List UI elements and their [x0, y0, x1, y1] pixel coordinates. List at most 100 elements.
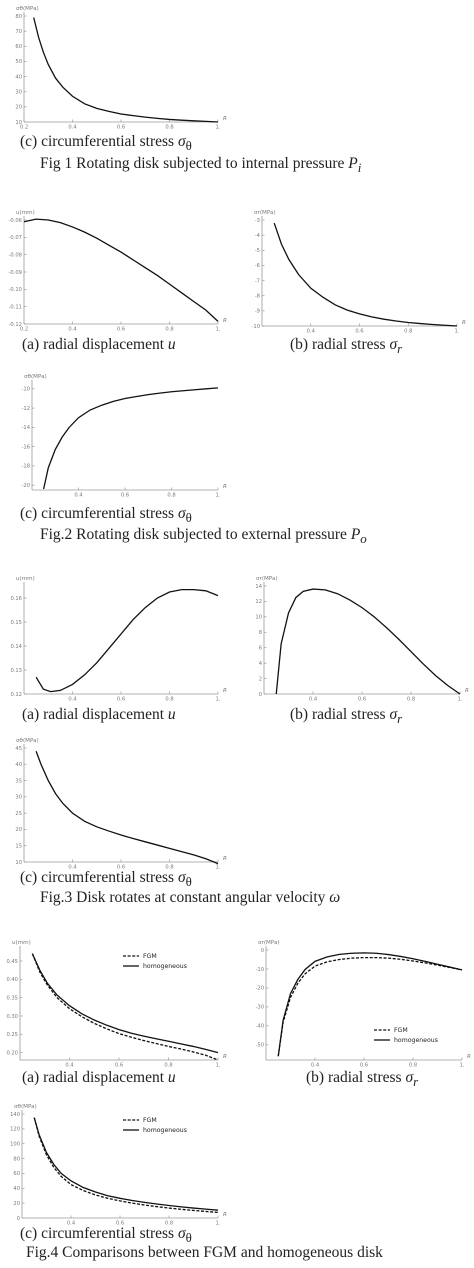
x-tick-label: 1.	[216, 1063, 221, 1069]
y-tick-label: 6	[259, 646, 262, 652]
y-tick-label: 0.13	[10, 668, 22, 674]
plot-canvas: 0.2 0.4 0.6 0.8 1. -0.06 -0.07 -0.08 -0.09 -0.10 -…	[9, 210, 227, 333]
y-tick-label: -10	[22, 387, 30, 393]
figure-caption-fig1: Fig 1 Rotating disk subjected to interna…	[40, 155, 362, 176]
y-tick-label: 0.25	[6, 1032, 18, 1038]
y-tick-label: 140	[10, 1112, 20, 1118]
y-tick-label: 120	[10, 1127, 20, 1133]
x-tick-label: 0.6	[121, 493, 129, 499]
panel-caption-fig2-b: (b) radial stress σr	[290, 336, 403, 357]
x-axis-label: R	[223, 484, 227, 490]
y-tick-label: -4	[255, 233, 261, 239]
x-tick-label: 0.4	[74, 493, 83, 499]
plot-canvas: 0.4 0.6 0.8 1. 0 -10 -20 -30 -40 -50 σr(MPa) R FGM ho…	[256, 940, 471, 1069]
y-tick-label: 10	[15, 860, 22, 866]
x-tick-label: 0.4	[65, 1063, 74, 1069]
y-tick-label: -0.12	[9, 322, 22, 328]
x-tick-label: 1.	[216, 865, 221, 871]
x-axis-label: R	[467, 1054, 471, 1060]
x-tick-label: 1.	[216, 1221, 221, 1227]
x-tick-label: 0.8	[409, 1063, 417, 1069]
y-tick-label: -12	[22, 406, 30, 412]
y-tick-label: 0.14	[10, 644, 22, 650]
figure-caption-fig2: Fig.2 Rotating disk subjected to externa…	[40, 526, 367, 547]
x-tick-label: 0.8	[165, 697, 173, 703]
y-tick-label: 30	[15, 90, 22, 96]
y-tick-label: -50	[256, 1043, 264, 1049]
y-tick-label: -14	[22, 425, 31, 431]
y-tick-label: 20	[15, 105, 22, 111]
y-tick-label: 80	[13, 1156, 20, 1162]
y-tick-label: 40	[15, 762, 22, 768]
y-tick-label: 0.30	[6, 1014, 18, 1020]
x-axis-label: R	[223, 1212, 227, 1218]
x-tick-label: 1.	[216, 125, 221, 131]
y-axis-label: σr(MPa)	[254, 210, 276, 216]
x-axis-label: R	[223, 1054, 227, 1060]
y-tick-label: 60	[13, 1171, 20, 1177]
plot-canvas: 0.4 0.6 0.8 1. -3 -4 -5 -6 -7 -8 -9 -10 σr(MPa) R	[252, 210, 466, 335]
x-tick-label: 0.8	[164, 1063, 172, 1069]
y-tick-label: 25	[15, 811, 22, 817]
x-axis-label: R	[223, 856, 227, 862]
y-axis-label: σθ(MPa)	[24, 374, 47, 380]
y-tick-label: 0.15	[10, 620, 22, 626]
y-axis-label: u(mm)	[16, 576, 35, 582]
y-tick-label: -0.09	[9, 270, 22, 276]
y-axis-label: σθ(MPa)	[14, 1104, 37, 1110]
series-line-homogeneous	[33, 1117, 219, 1211]
x-tick-label: 0.2	[20, 125, 28, 131]
x-tick-label: 1.	[216, 327, 221, 333]
x-tick-label: 0.4	[68, 697, 77, 703]
plot-canvas: 0.4 0.6 0.8 1. 10 15 20 25 30 35 40 45 σθ(MPa) R	[15, 738, 227, 871]
x-tick-label: 0.4	[68, 865, 77, 871]
series-line-homogeneous	[277, 952, 463, 1057]
legend-label: homogeneous	[143, 963, 187, 970]
y-axis-label: σθ(MPa)	[16, 738, 39, 744]
y-tick-label: 20	[15, 827, 22, 833]
y-tick-label: 0.20	[6, 1050, 18, 1056]
series-line-fgm	[33, 1117, 219, 1214]
y-tick-label: 80	[15, 14, 22, 20]
x-tick-label: 1.	[216, 697, 221, 703]
y-tick-label: 0.12	[10, 692, 22, 698]
y-tick-label: 0.45	[6, 959, 18, 965]
y-tick-label: -18	[22, 464, 30, 470]
y-tick-label: -20	[256, 986, 264, 992]
figure-caption-fig3: Fig.3 Disk rotates at constant angular v…	[40, 889, 341, 906]
x-axis-label: R	[462, 320, 466, 326]
x-tick-label: 0.8	[165, 327, 173, 333]
plot-canvas: 0.4 0.6 0.8 1. 0 2 4 6 8 10 12 14 σr(MPa) R	[255, 576, 469, 703]
x-axis-label: R	[465, 688, 469, 694]
panel-caption-fig4-a: (a) radial displacement u	[22, 1069, 176, 1086]
plot-canvas: 0.2 0.4 0.6 0.8 1. 10 20 30 40 50 60 70 80 σθ(MPa) R	[15, 6, 227, 131]
y-tick-label: -0.08	[9, 252, 22, 258]
x-tick-label: 0.8	[165, 125, 173, 131]
x-tick-label: 0.6	[117, 125, 125, 131]
y-axis-label: σr(MPa)	[256, 576, 278, 582]
plot-fig4-c: 0.4 0.6 0.8 1. 0 20 40 60 80 100 120 140 σθ(MPa) R FGM…	[6, 1098, 230, 1227]
y-axis-label: u(mm)	[16, 210, 35, 216]
y-tick-label: -3	[255, 218, 260, 224]
x-tick-label: 0.6	[117, 865, 125, 871]
series-line-0	[33, 17, 219, 123]
plot-fig3-b: 0.4 0.6 0.8 1. 0 2 4 6 8 10 12 14 σr(MPa) R	[242, 566, 469, 703]
plot-fig1-c: 0.2 0.4 0.6 0.8 1. 10 20 30 40 50 60 70 80 σθ(MPa) R	[10, 4, 230, 131]
series-line-0	[275, 588, 461, 695]
y-tick-label: -20	[22, 483, 30, 489]
panel-caption-fig3-b: (b) radial stress σr	[290, 706, 403, 727]
y-tick-label: 4	[259, 661, 263, 667]
series-line-0	[42, 387, 219, 490]
y-tick-label: -6	[255, 263, 260, 269]
y-tick-label: 14	[255, 584, 262, 590]
x-tick-label: 0.6	[117, 327, 125, 333]
y-tick-label: -9	[255, 309, 260, 315]
x-tick-label: 0.6	[115, 1063, 123, 1069]
legend-label: FGM	[143, 953, 157, 960]
y-tick-label: -0.06	[9, 218, 22, 224]
y-tick-label: -10	[252, 324, 260, 330]
x-tick-label: 0.4	[309, 697, 318, 703]
panel-caption-fig4-c: (c) circumferential stress σθ	[20, 1225, 192, 1246]
panel-caption-fig4-b: (b) radial stress σr	[306, 1069, 419, 1090]
y-tick-label: 45	[15, 746, 22, 752]
